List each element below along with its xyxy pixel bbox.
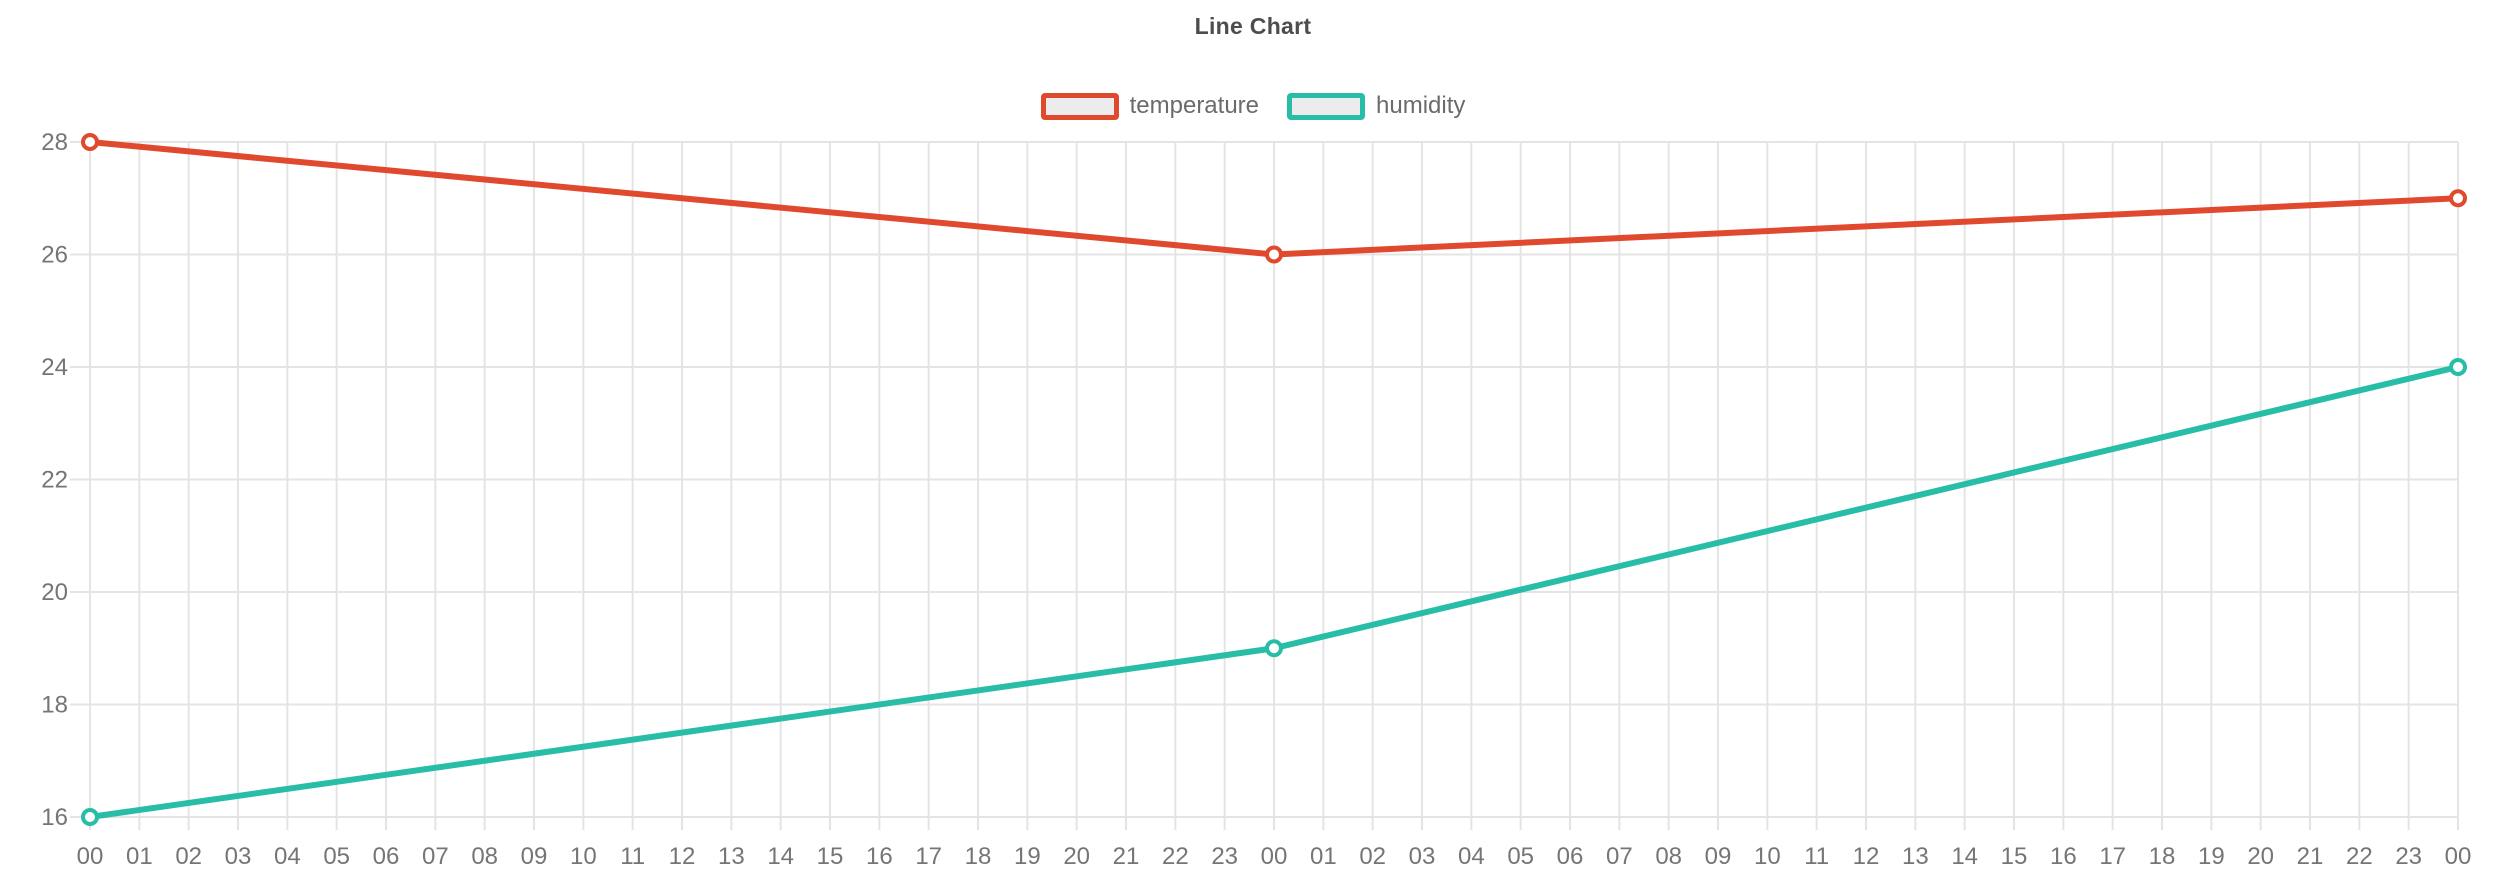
x-tick-label: 15 [2001, 843, 2028, 870]
x-tick-label: 00 [1261, 843, 1288, 870]
x-tick-label: 13 [718, 843, 745, 870]
x-tick-label: 19 [2198, 843, 2225, 870]
x-tick-label: 08 [471, 843, 498, 870]
x-tick-label: 06 [1557, 843, 1584, 870]
x-tick-label: 16 [866, 843, 893, 870]
x-tick-label: 22 [1162, 843, 1189, 870]
legend-label-humidity: humidity [1376, 92, 1466, 119]
x-tick-label: 17 [915, 843, 942, 870]
x-tick-label: 02 [175, 843, 202, 870]
x-tick-label: 23 [2395, 843, 2422, 870]
y-tick-label: 16 [41, 804, 68, 831]
temperature-data-point-marker[interactable] [2449, 189, 2467, 208]
x-tick-label: 14 [767, 843, 794, 870]
legend-item-humidity[interactable]: humidity [1287, 92, 1465, 120]
x-tick-label: 05 [1507, 843, 1534, 870]
x-tick-label: 10 [570, 843, 597, 870]
y-axis-labels: 16 18 20 22 24 26 28 [41, 129, 68, 831]
humidity-data-point-marker[interactable] [2449, 358, 2467, 376]
x-tick-label: 19 [1014, 843, 1041, 870]
temperature-data-point-marker[interactable] [81, 133, 99, 151]
x-tick-label: 04 [1458, 843, 1485, 870]
x-tick-label: 02 [1359, 843, 1386, 870]
x-tick-label: 03 [1409, 843, 1436, 870]
x-tick-label: 04 [274, 843, 301, 870]
x-tick-label: 07 [422, 843, 449, 870]
x-tick-label: 18 [2149, 843, 2176, 870]
x-tick-label: 06 [373, 843, 400, 870]
x-tick-label: 07 [1606, 843, 1633, 870]
x-tick-label: 03 [225, 843, 252, 870]
x-tick-label: 08 [1655, 843, 1682, 870]
y-tick-label: 26 [41, 242, 68, 269]
y-tick-label: 18 [41, 692, 68, 719]
temperature-swatch-icon [1040, 92, 1119, 120]
x-tick-label: 15 [817, 843, 844, 870]
x-tick-label: 12 [669, 843, 696, 870]
y-tick-label: 20 [41, 579, 68, 606]
x-tick-label: 21 [2297, 843, 2324, 870]
x-tick-label: 10 [1754, 843, 1781, 870]
x-tick-label: 21 [1113, 843, 1140, 870]
temperature-data-point-marker[interactable] [1265, 245, 1283, 264]
y-tick-label: 24 [41, 354, 68, 381]
x-tick-label: 18 [965, 843, 992, 870]
legend-label-temperature: temperature [1129, 92, 1260, 119]
x-tick-label: 09 [1705, 843, 1732, 870]
x-gridlines [89, 142, 2459, 830]
x-tick-label: 09 [521, 843, 548, 870]
x-tick-label: 16 [2050, 843, 2077, 870]
x-tick-label: 12 [1853, 843, 1880, 870]
x-tick-label: 22 [2346, 843, 2373, 870]
x-tick-label: 11 [1804, 843, 1829, 870]
y-gridlines [70, 141, 2458, 818]
x-tick-label: 00 [2445, 843, 2472, 870]
chart-title: Line Chart [1194, 13, 1312, 39]
x-tick-label: 23 [1211, 843, 1238, 870]
x-tick-label: 05 [323, 843, 350, 870]
x-tick-label: 11 [620, 843, 645, 870]
y-tick-label: 28 [41, 129, 68, 156]
humidity-data-point-marker[interactable] [81, 808, 99, 826]
humidity-swatch-icon [1287, 92, 1366, 120]
x-tick-label: 20 [1063, 843, 1090, 870]
x-tick-label: 01 [1310, 843, 1337, 870]
y-tick-label: 22 [41, 467, 68, 494]
x-axis-labels: 00 01 02 03 04 05 06 07 08 09 10 11 12 13 14 15 16 17 18 19… [77, 843, 2472, 870]
x-tick-label: 00 [77, 843, 104, 870]
x-tick-label: 14 [1951, 843, 1978, 870]
x-tick-label: 01 [126, 843, 153, 870]
legend: temperature humidity [0, 92, 2506, 120]
x-tick-label: 13 [1902, 843, 1929, 870]
x-tick-label: 17 [2099, 843, 2126, 870]
humidity-series [81, 358, 2467, 826]
x-tick-label: 20 [2247, 843, 2274, 870]
temperature-series [81, 133, 2467, 264]
humidity-data-point-marker[interactable] [1265, 639, 1283, 658]
legend-item-temperature[interactable]: temperature [1040, 92, 1260, 120]
